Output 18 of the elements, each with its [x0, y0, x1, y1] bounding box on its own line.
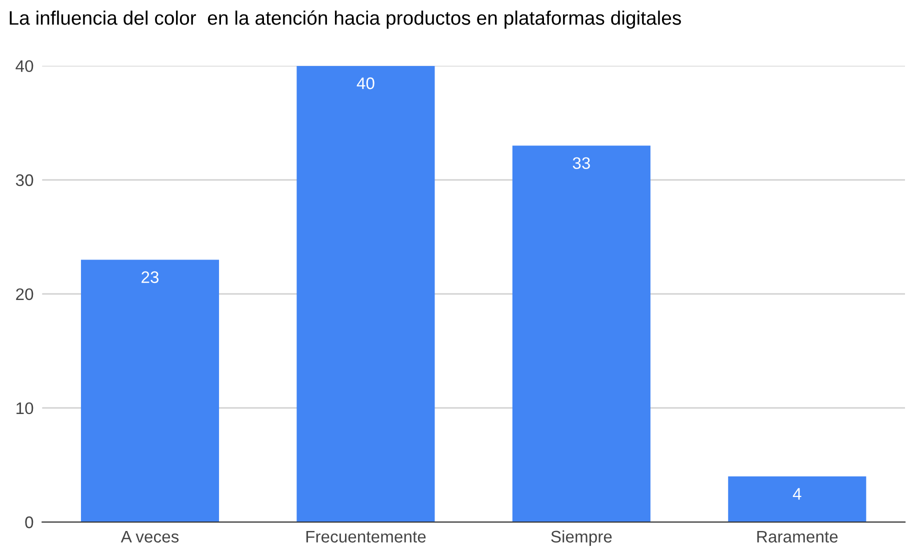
- bar: [80, 260, 220, 522]
- data-label: 4: [792, 488, 802, 500]
- data-label: 23: [142, 271, 159, 284]
- data-label: 33: [572, 157, 590, 170]
- y-tick-label: 40: [16, 60, 34, 72]
- bar: [296, 66, 435, 522]
- bar: [728, 476, 866, 522]
- y-tick-label: 30: [16, 174, 34, 186]
- x-tick-label: Raramente: [757, 530, 838, 543]
- y-tick-label: 0: [25, 516, 34, 528]
- chart-title: La influencia del color en la atención hacia productos en plataformas digitales: [10, 10, 681, 29]
- x-tick-label: A veces: [120, 530, 179, 543]
- y-tick-label: 10: [16, 402, 34, 414]
- y-tick-label: 20: [16, 288, 34, 300]
- bar: [512, 146, 650, 522]
- data-label: 40: [356, 77, 374, 90]
- x-tick-label: Frecuentemente: [306, 530, 426, 543]
- x-tick-label: Siempre: [551, 530, 612, 546]
